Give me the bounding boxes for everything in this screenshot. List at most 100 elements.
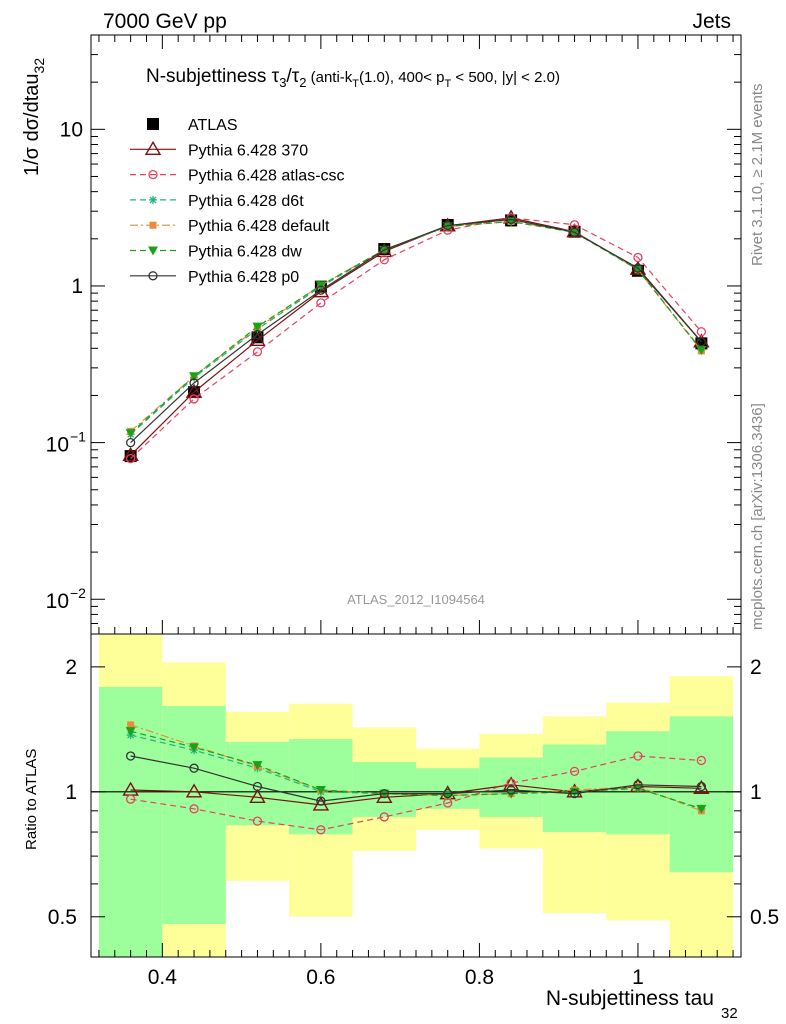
main-series-line (130, 220, 702, 434)
ratio-series-point (252, 816, 263, 826)
main-series-point (506, 214, 516, 225)
ratio-series-point (189, 804, 199, 814)
legend-marker (148, 246, 158, 256)
energy-label: 7000 GeV pp (103, 10, 227, 33)
inner-band-bin (606, 731, 670, 835)
legend-entry: Pythia 6.428 p0 (130, 269, 299, 286)
ratio-series-point (506, 778, 516, 788)
main-series-point (379, 245, 389, 255)
title-tau3: τ (272, 66, 280, 87)
main-ytick-exponent: −1 (70, 429, 86, 445)
main-series-6 (125, 214, 707, 448)
uncertainty-bands (91, 634, 741, 957)
main-ytick-label: 1 (71, 275, 83, 298)
main-series-point (189, 378, 199, 388)
xlabel: N-subjettiness tau (546, 987, 714, 1010)
inner-band-bin (225, 741, 290, 826)
legend-marker (149, 221, 157, 229)
main-series-point (379, 255, 389, 265)
main-series-point (189, 372, 200, 382)
title-paren-open: (anti-k (306, 69, 352, 86)
legend-label: Pythia 6.428 370 (188, 142, 308, 159)
ratio-series-layer (122, 721, 710, 835)
rivet-label: Rivet 3.1.10, ≥ 2.1M events (749, 84, 766, 267)
title-subT1: T (352, 78, 359, 90)
main-ylabel-sub: 32 (31, 58, 47, 74)
ratio-series-5 (125, 751, 707, 806)
ratio-series-point (379, 812, 389, 822)
ratio-ytick-label-right: 1 (750, 781, 762, 804)
main-series-point (249, 331, 266, 346)
title-sub3: 3 (279, 75, 286, 90)
legend-marker (149, 195, 157, 204)
xtick-label: 0.6 (306, 966, 335, 989)
main-series-point (122, 446, 139, 461)
main-series-point (316, 285, 326, 295)
main-series-point (696, 337, 707, 347)
legend-marker (147, 118, 159, 130)
inner-band-bin (416, 768, 480, 809)
ratio-series-point (315, 786, 326, 796)
title-tau2: τ (292, 66, 300, 87)
ratio-series-point (252, 761, 263, 771)
chart-title: N-subjettiness τ3/τ2 (anti-kT(1.0), 400<… (146, 66, 560, 90)
main-series-point (125, 453, 136, 464)
ratio-series-point (569, 788, 580, 799)
ratio-ytick-label-right: 0.5 (750, 906, 779, 929)
ratio-series-point (696, 804, 707, 814)
main-series-point (632, 265, 643, 275)
ratio-ylabel: Ratio to ATLAS (23, 749, 40, 850)
main-ytick-exponent: −2 (70, 585, 86, 601)
ratio-ytick-label-left: 0.5 (48, 906, 77, 929)
ratio-series-point (696, 781, 707, 792)
main-series-layer (122, 209, 710, 464)
ratio-series-point (569, 766, 580, 777)
legend-entry: Pythia 6.428 atlas-csc (130, 168, 345, 185)
legend-entry: Pythia 6.428 dw (130, 244, 302, 261)
ratio-series-point (379, 788, 389, 799)
main-series-point (316, 298, 326, 308)
xtick-label: 0.4 (148, 966, 178, 989)
xtick-label: 1 (632, 966, 644, 989)
legend-entry: Pythia 6.428 default (130, 218, 330, 235)
legend-marker (148, 169, 158, 180)
legend-entry: Pythia 6.428 d6t (130, 193, 304, 210)
xlabel-sub: 32 (721, 1005, 738, 1022)
main-series-point (696, 346, 707, 356)
main-series-point (189, 394, 199, 404)
legend-label: Pythia 6.428 p0 (188, 269, 299, 286)
ratio-ytick-label-right: 2 (750, 656, 762, 679)
ratio-series-point (506, 785, 516, 795)
ratio-series-point (443, 788, 453, 799)
inner-band-bin (669, 716, 734, 873)
analysis-label: ATLAS_2012_I1094564 (347, 592, 485, 607)
legend-marker (148, 271, 158, 281)
main-series-point (443, 220, 453, 231)
ratio-series-line (130, 755, 702, 802)
main-series-point (125, 437, 136, 448)
ratio-series-line (130, 730, 702, 810)
ratio-series-point (125, 751, 136, 761)
main-ytick-label: 10 (60, 118, 83, 141)
ratio-series-line (130, 724, 702, 812)
ratio-series-point (125, 794, 136, 804)
legend-marker (144, 140, 162, 156)
main-series-point (252, 347, 263, 357)
ratio-series-point (189, 743, 200, 753)
process-label: Jets (692, 10, 731, 33)
legend-label: Pythia 6.428 default (188, 218, 330, 235)
ratio-series-point (127, 721, 135, 729)
legend-label: ATLAS (188, 117, 238, 134)
main-series-point (569, 227, 580, 237)
legend-label: Pythia 6.428 dw (188, 244, 302, 261)
ratio-ytick-label-left: 1 (65, 781, 77, 804)
title-slash: / (286, 66, 292, 87)
ratio-series-point (249, 788, 266, 804)
main-series-point (633, 263, 643, 273)
ratio-ytick-label-left: 2 (65, 656, 77, 679)
xtick-label: 0.8 (465, 966, 494, 989)
main-series-point (696, 327, 707, 337)
main-series-point (442, 222, 453, 232)
